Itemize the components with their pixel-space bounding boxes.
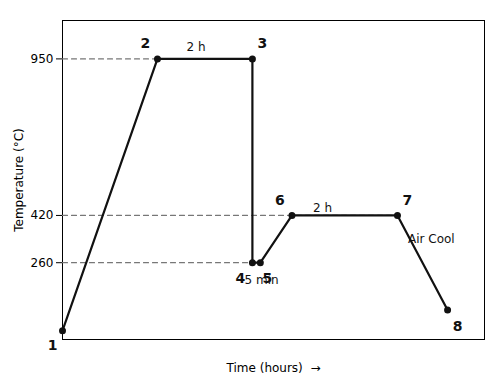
svg-text:2 h: 2 h	[186, 40, 205, 54]
svg-text:4: 4	[235, 270, 246, 287]
svg-text:6: 6	[275, 192, 285, 208]
svg-text:3: 3	[258, 35, 268, 51]
svg-text:2: 2	[141, 35, 151, 51]
svg-text:950: 950	[31, 52, 54, 66]
svg-text:7: 7	[403, 192, 413, 208]
svg-text:5 min: 5 min	[244, 273, 278, 287]
svg-text:8: 8	[453, 318, 463, 334]
svg-text:Temperature (°C): Temperature (°C)	[12, 128, 26, 233]
svg-text:Air Cool: Air Cool	[408, 232, 455, 246]
svg-text:Time (hours) →: Time (hours) →	[226, 361, 321, 375]
svg-text:2 h: 2 h	[313, 201, 332, 215]
svg-text:420: 420	[31, 208, 54, 222]
svg-text:1: 1	[48, 337, 58, 353]
svg-text:260: 260	[31, 256, 54, 270]
